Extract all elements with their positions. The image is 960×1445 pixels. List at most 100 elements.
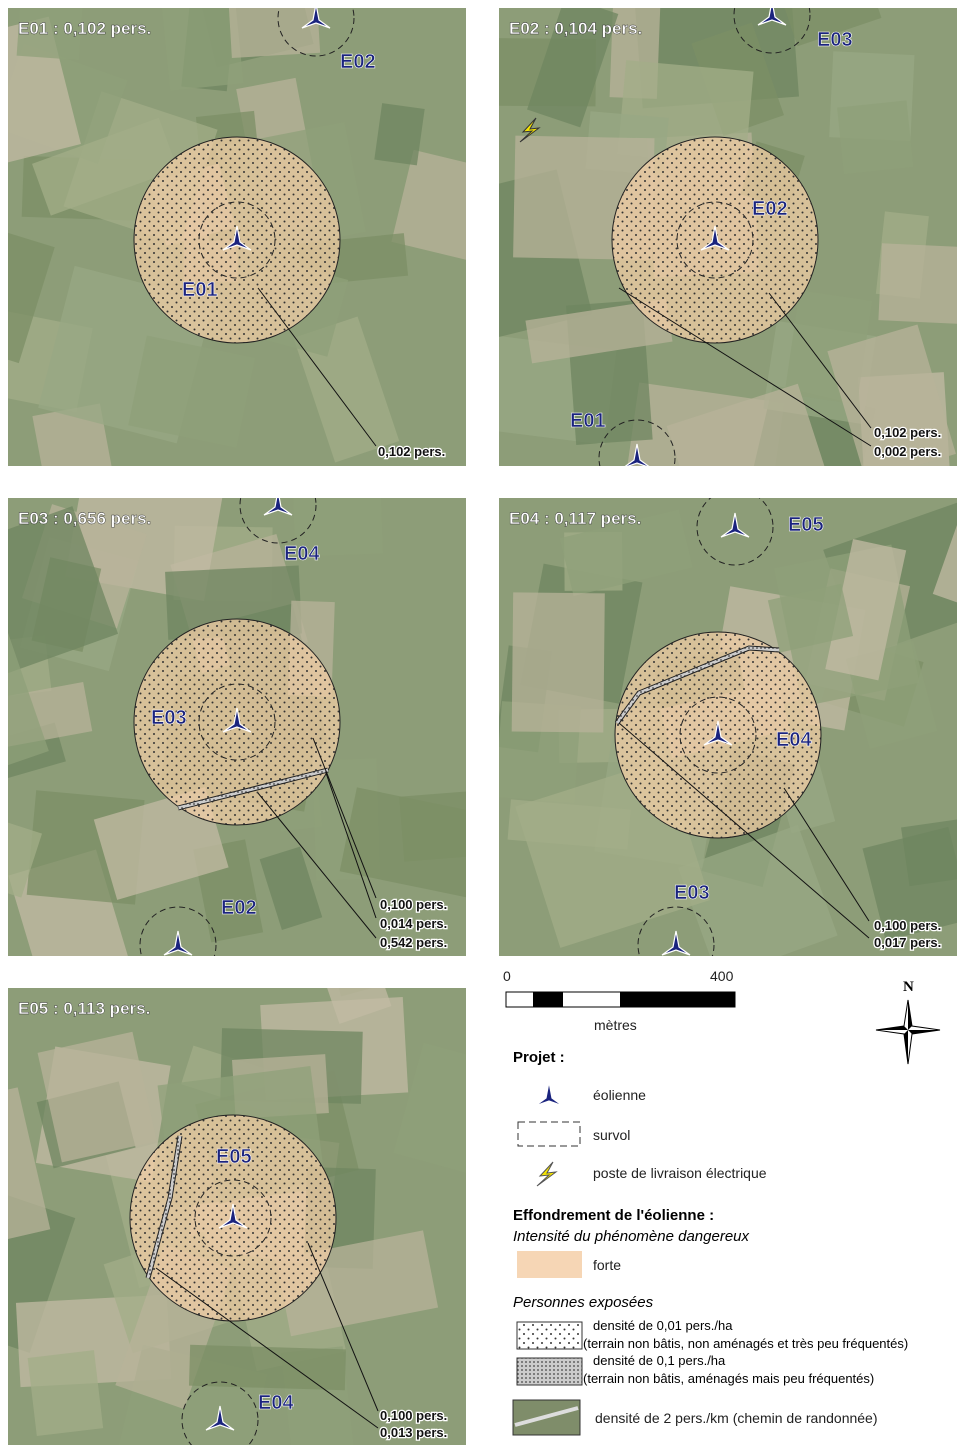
field-patch [165, 565, 302, 640]
scale-start: 0 [503, 968, 511, 984]
panel-title: E05 : 0,113 pers. [18, 999, 150, 1018]
field-patch [507, 799, 631, 850]
callout-label: 0,100 pers. [874, 918, 941, 933]
field-patch [325, 988, 392, 1024]
overflight [139, 906, 217, 956]
map-panel: E05 : 0,113 pers. E05 E04 0,100 pers. 0,013 … [8, 988, 466, 1445]
field-patch [666, 383, 831, 466]
callout-line [312, 737, 377, 899]
legend-substation-icon [536, 1161, 558, 1187]
substation [519, 117, 541, 143]
scale-bar [533, 992, 563, 1007]
callout-label: 0,102 pers. [378, 444, 445, 459]
turbine-label: E04 [258, 1392, 294, 1414]
field-patch [16, 8, 84, 61]
field-patch [767, 583, 854, 653]
field-patch [8, 506, 119, 678]
turbine-label: E01 [570, 410, 606, 432]
turbine-label: E05 [216, 1146, 252, 1168]
legend: 0 400 mètres N Projet : éolienne survol … [503, 968, 941, 1436]
legend-subheading: Personnes exposées [513, 1294, 654, 1311]
legend-turbine-icon [534, 1081, 564, 1107]
hiking-path [146, 1135, 182, 1279]
map-panel: E02 : 0,104 pers. E03 E02 E01 0,102 pers. 0,0… [499, 8, 957, 466]
panel-title: E01 : 0,102 pers. [18, 19, 151, 38]
overflight [198, 683, 276, 761]
turbine-label: E01 [182, 279, 218, 301]
field-patch [393, 1042, 466, 1187]
callout-label: 0,017 pers. [874, 935, 941, 950]
panel-title: E04 : 0,117 pers. [509, 509, 641, 528]
field-patch [259, 846, 323, 930]
overflight [598, 419, 676, 466]
field-patch [511, 592, 605, 733]
legend-item: densité de 2 pers./km (chemin de randonn… [595, 1410, 878, 1426]
field-patch [37, 1031, 157, 1163]
field-patch [525, 298, 673, 364]
field-patch [160, 8, 244, 91]
scale-unit: mètres [594, 1017, 637, 1033]
field-patch [228, 8, 321, 58]
field-patch [559, 509, 693, 597]
field-patch [8, 1087, 51, 1246]
legend-item: survol [593, 1127, 630, 1143]
hiking-path [177, 768, 329, 810]
legend-item: densité de 0,1 pers./ha [593, 1353, 726, 1368]
legend-heading: Projet : [513, 1049, 565, 1066]
field-patch [339, 787, 466, 901]
callout-line [783, 787, 870, 922]
field-patch [862, 826, 957, 941]
field-patch [837, 100, 914, 175]
map-panel: E04 : 0,117 pers. E05 E04 E03 0,100 pers. 0,0… [499, 498, 957, 956]
overflight [181, 1381, 259, 1445]
panel-title: E03 : 0,656 pers. [18, 509, 151, 528]
scale-bar [620, 992, 735, 1007]
legend-intensity-swatch [517, 1251, 582, 1278]
north-arrow [875, 999, 941, 1065]
aerial-image [499, 498, 957, 956]
overflight [679, 696, 757, 774]
callout-label: 0,100 pers. [380, 897, 447, 912]
turbine-label: E03 [817, 29, 853, 51]
map-panel: E03 : 0,656 pers. E04 E03 E02 0,100 pers. 0,0… [8, 498, 466, 956]
legend-item: forte [593, 1257, 621, 1273]
callout-label: 0,013 pers. [380, 1425, 447, 1440]
overflight [198, 201, 276, 279]
callout-line [768, 292, 872, 429]
turbine-label: E05 [788, 514, 824, 536]
turbine-label: E02 [340, 51, 376, 73]
legend-item-note: (terrain non bâtis, non aménagés et très… [583, 1336, 908, 1351]
overflight [696, 498, 774, 566]
field-patch [32, 403, 126, 466]
field-patch [391, 149, 466, 264]
aerial-image [8, 8, 466, 466]
callout-line [257, 287, 377, 447]
overflight [676, 201, 754, 279]
field-patch [827, 324, 956, 466]
field-patch [825, 539, 907, 681]
callout-line [155, 1267, 379, 1429]
callout-line [618, 287, 872, 447]
callout-label: 0,002 pers. [874, 444, 941, 459]
field-patch [8, 1194, 76, 1353]
aerial-image [499, 8, 957, 466]
turbine-label: E04 [776, 729, 812, 751]
field-patch [878, 243, 957, 324]
overflight [277, 8, 355, 57]
callout-line [257, 792, 377, 939]
callout-line [307, 1242, 379, 1412]
panel-title: E02 : 0,104 pers. [509, 19, 642, 38]
legend-item: poste de livraison électrique [593, 1165, 767, 1181]
field-patch [8, 609, 49, 776]
field-patch [678, 824, 838, 956]
callout-label: 0,542 pers. [380, 935, 447, 950]
legend-subheading: Intensité du phénomène dangereux [513, 1228, 750, 1245]
legend-density-swatch [516, 1357, 583, 1386]
field-patch [188, 1344, 346, 1391]
turbine-label: E02 [752, 198, 788, 220]
turbine-label: E03 [674, 882, 710, 904]
callout-label: 0,102 pers. [874, 425, 941, 440]
field-patch [776, 8, 882, 47]
